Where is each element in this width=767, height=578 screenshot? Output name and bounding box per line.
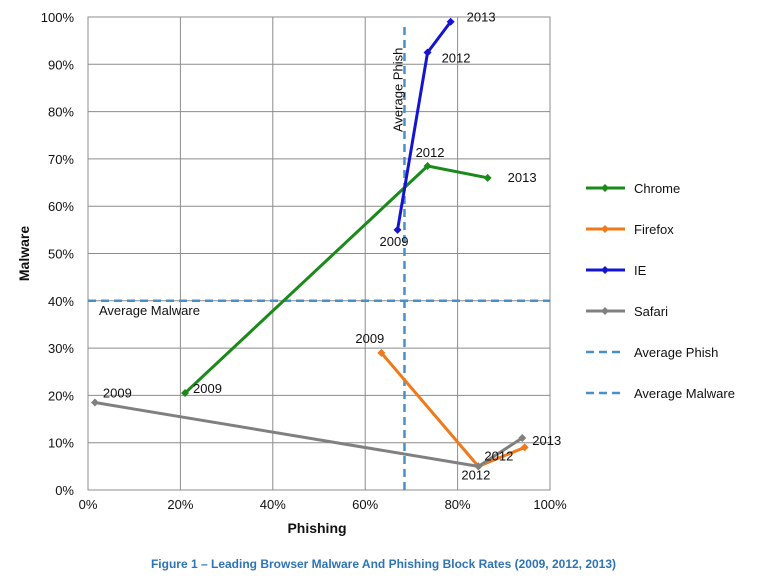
legend-marker (601, 266, 609, 274)
y-tick-label: 90% (48, 57, 74, 72)
y-tick-label: 0% (55, 483, 74, 498)
legend-label: Firefox (634, 222, 674, 237)
legend-label: IE (634, 263, 647, 278)
chrome-data-label: 2012 (416, 145, 445, 160)
average-phish-label: Average Phish (390, 48, 405, 132)
safari-point (474, 462, 483, 471)
ie-data-label: 2009 (380, 234, 409, 249)
y-tick-label: 10% (48, 436, 74, 451)
average-malware-label: Average Malware (99, 303, 200, 318)
legend-marker (601, 184, 609, 192)
y-tick-label: 100% (41, 10, 75, 25)
ie-point (446, 17, 455, 26)
y-tick-label: 50% (48, 247, 74, 262)
legend-label: Average Phish (634, 345, 718, 360)
y-tick-label: 70% (48, 152, 74, 167)
legend-marker (601, 307, 609, 315)
x-tick-label: 40% (260, 497, 286, 512)
legend-item: Firefox (586, 222, 674, 237)
x-axis-title: Phishing (287, 520, 346, 536)
x-tick-label: 0% (79, 497, 98, 512)
scatter-chart: 0% 20% 40% 60% 80% 100% 0% 10% 20% 30% 40% 50% 60% 70… (16, 10, 735, 536)
figure-caption: Figure 1 – Leading Browser Malware And P… (150, 557, 617, 571)
ie-point (393, 225, 402, 234)
y-tick-label: 60% (48, 199, 74, 214)
ie-data-label: 2013 (467, 10, 496, 25)
safari-point (518, 433, 527, 442)
firefox-data-label: 2012 (484, 448, 513, 463)
x-tick-label: 100% (533, 497, 567, 512)
y-tick-label: 80% (48, 105, 74, 120)
legend-item: IE (586, 263, 647, 278)
legend-item: Chrome (586, 181, 680, 196)
firefox-point (377, 348, 386, 357)
legend-label: Safari (634, 304, 668, 319)
firefox-data-label: 2009 (355, 331, 384, 346)
y-tick-label: 30% (48, 341, 74, 356)
chrome-data-label: 2009 (193, 381, 222, 396)
ie-data-label: 2012 (442, 50, 471, 65)
plot-area-border (87, 16, 551, 491)
chrome-point (181, 389, 190, 398)
firefox-data-label: 2012 (461, 467, 490, 482)
x-tick-label: 20% (167, 497, 193, 512)
chrome-data-label: 2013 (508, 170, 537, 185)
safari-data-label: 2009 (103, 385, 132, 400)
firefox-point (520, 443, 529, 452)
safari-point (90, 398, 99, 407)
y-tick-label: 40% (48, 294, 74, 309)
ie-point (423, 48, 432, 57)
x-tick-label: 60% (352, 497, 378, 512)
x-tick-label: 80% (445, 497, 471, 512)
chrome-point (423, 161, 432, 170)
y-tick-label: 20% (48, 388, 74, 403)
gridlines (87, 16, 551, 491)
safari-data-label: 2013 (532, 433, 561, 448)
chrome-series-line (183, 164, 488, 395)
legend-marker (601, 225, 609, 233)
legend-item: Average Malware (586, 386, 735, 401)
legend: Chrome Firefox IE Safari Average Phish Averag… (586, 181, 735, 401)
legend-label: Average Malware (634, 386, 735, 401)
chrome-point (483, 173, 492, 182)
y-axis-title: Malware (16, 226, 32, 281)
legend-label: Chrome (634, 181, 680, 196)
legend-item: Safari (586, 304, 668, 319)
safari-series-line (94, 401, 524, 468)
legend-item: Average Phish (586, 345, 718, 360)
